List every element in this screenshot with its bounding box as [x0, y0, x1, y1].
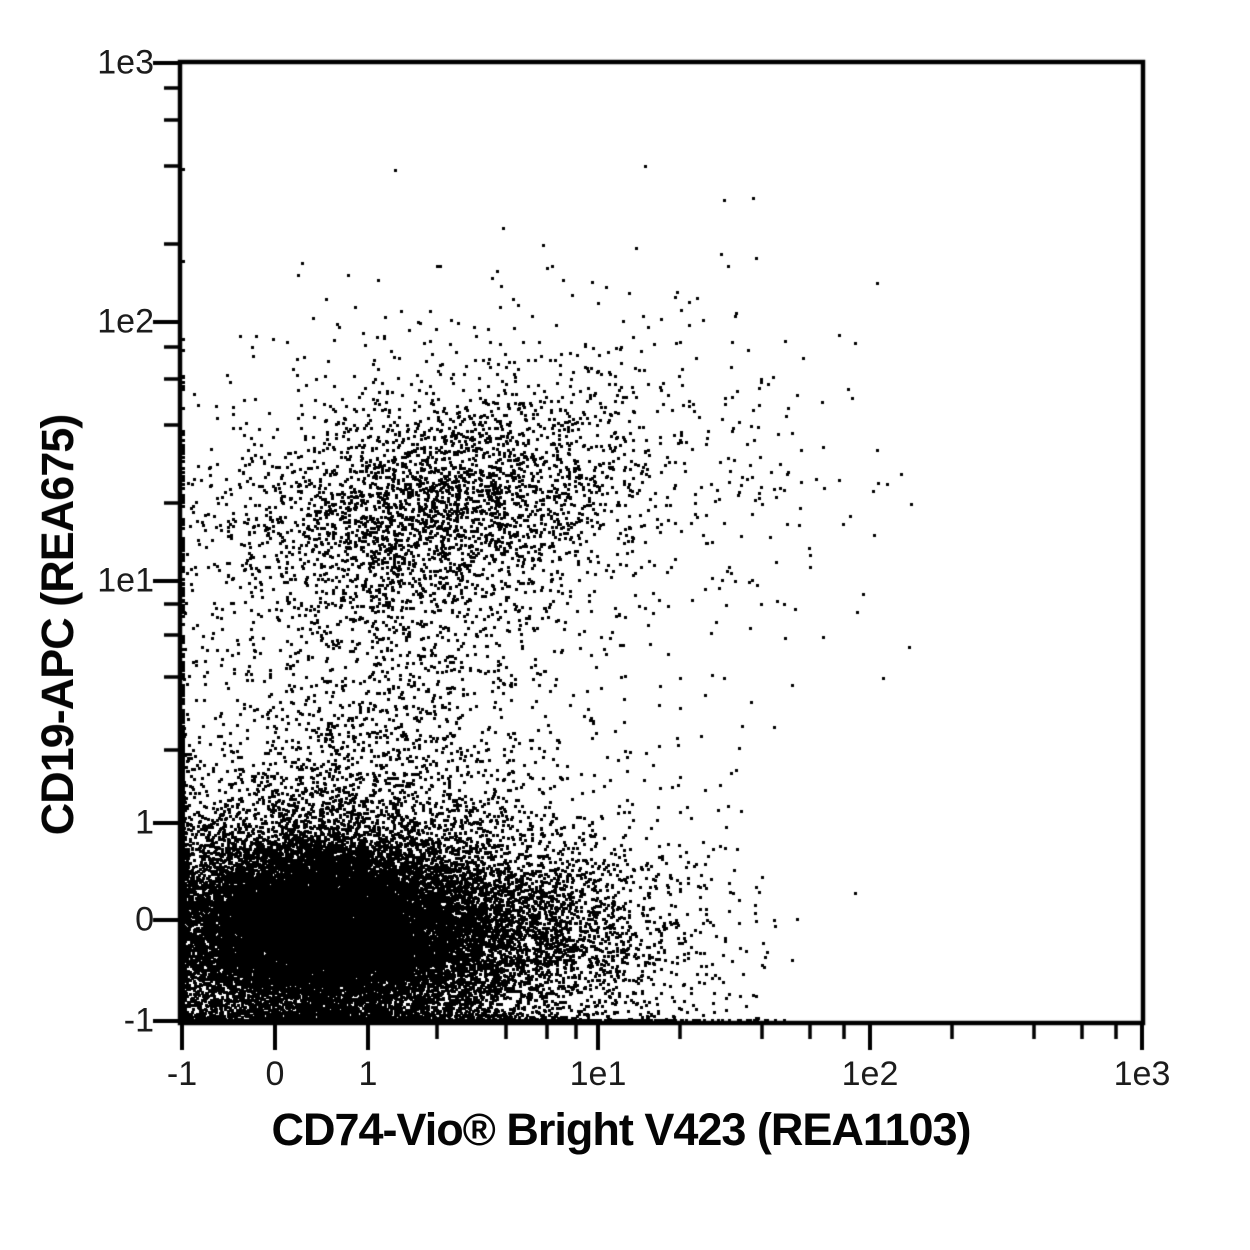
y-axis-title: CD19-APC (REA675): [32, 414, 83, 836]
x-axis-title: CD74-Vio® Bright V423 (REA1103): [271, 1104, 971, 1155]
y-tick-label-1e3: 1e3: [97, 43, 154, 82]
y-tick-label-1: 1: [135, 803, 154, 842]
y-tick-label--1: -1: [123, 1001, 154, 1040]
x-tick-label-1: 1: [358, 1055, 378, 1093]
x-tick-label-1e1: 1e1: [569, 1055, 627, 1093]
x-tick-label-1e2: 1e2: [841, 1055, 899, 1093]
y-tick-label-1e1: 1e1: [97, 561, 154, 600]
y-tick-label-0: 0: [135, 900, 154, 939]
y-tick-label-1e2: 1e2: [97, 302, 154, 341]
x-tick-label-0: 0: [265, 1055, 285, 1093]
x-tick-label-1e3: 1e3: [1113, 1055, 1171, 1093]
x-tick-label--1: -1: [166, 1055, 198, 1093]
